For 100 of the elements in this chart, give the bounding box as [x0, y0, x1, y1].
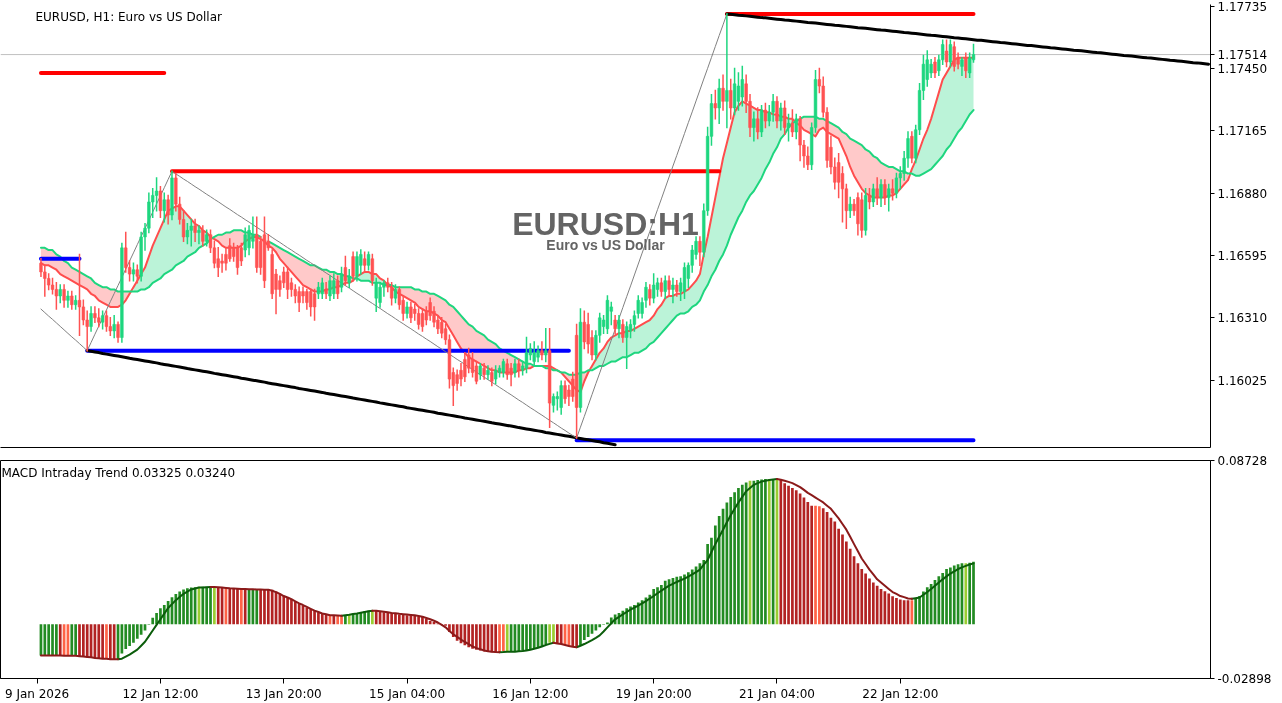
bar — [814, 505, 817, 625]
bar — [571, 624, 575, 646]
x-tick-label: 21 Jan 04:00 — [738, 686, 815, 701]
candlestick — [559, 380, 563, 415]
bar — [139, 624, 143, 635]
bar — [182, 589, 185, 625]
bar — [818, 506, 821, 625]
bar — [887, 593, 891, 625]
bar — [216, 587, 220, 625]
bar — [82, 624, 85, 657]
bar — [767, 479, 771, 625]
y-tick-label: 1.16025 — [1217, 373, 1268, 388]
bar — [898, 599, 902, 625]
x-tick-label: 22 Jan 12:00 — [862, 686, 939, 701]
bar — [663, 580, 667, 625]
bar — [764, 479, 767, 625]
bar — [498, 624, 501, 652]
bar — [85, 624, 89, 658]
bar — [367, 610, 370, 625]
bar — [494, 624, 498, 653]
y-tick-label: 1.17735 — [1217, 0, 1268, 14]
bar — [660, 584, 663, 625]
bar — [201, 586, 205, 625]
bar — [70, 624, 74, 656]
bar — [108, 624, 112, 660]
bar — [236, 588, 239, 625]
x-tick-label: 16 Jan 12:00 — [492, 686, 569, 701]
bar — [467, 624, 471, 648]
bar — [895, 597, 898, 625]
bar — [582, 624, 586, 641]
bar — [374, 610, 378, 625]
bar — [336, 616, 340, 625]
y-tick-label: -0.02898 — [1217, 672, 1272, 686]
bar — [652, 588, 656, 625]
bar — [128, 624, 131, 646]
bar — [575, 624, 578, 647]
bar — [675, 576, 679, 625]
bar — [78, 624, 81, 657]
bar — [228, 588, 232, 625]
y-tick-label: 0.08728 — [1217, 454, 1268, 468]
bar — [186, 588, 189, 625]
bar — [544, 624, 548, 645]
bar — [690, 569, 694, 625]
x-tick-label: 15 Jan 04:00 — [369, 686, 446, 701]
bar — [401, 614, 405, 625]
bar — [787, 485, 790, 625]
bar — [394, 613, 397, 625]
candlestick — [486, 365, 490, 380]
bar — [532, 624, 536, 650]
bar — [240, 588, 243, 625]
candlestick — [532, 341, 536, 367]
bar — [263, 589, 266, 625]
bar — [733, 492, 736, 625]
bar — [151, 617, 155, 625]
bar — [490, 624, 494, 653]
bar — [309, 608, 313, 625]
bar — [555, 624, 559, 644]
bar — [205, 586, 209, 625]
bar — [293, 601, 297, 625]
bar — [174, 593, 178, 625]
bar — [791, 488, 794, 625]
bar — [112, 624, 116, 660]
bar — [941, 572, 945, 625]
bar — [972, 561, 975, 625]
candlestick — [625, 321, 629, 369]
candlestick — [621, 319, 625, 343]
bar — [925, 587, 929, 625]
bar — [868, 578, 871, 625]
bar — [964, 563, 968, 625]
bar — [397, 614, 401, 625]
bar — [232, 588, 235, 625]
bar — [502, 624, 505, 652]
bar — [683, 574, 686, 625]
bar — [740, 484, 744, 625]
bar — [914, 597, 918, 625]
bar — [478, 624, 482, 651]
bar — [806, 501, 810, 625]
bar — [286, 597, 289, 625]
bar — [266, 589, 270, 625]
candlestick — [116, 321, 120, 343]
bar — [213, 586, 216, 625]
bar — [679, 576, 682, 625]
bar — [875, 585, 879, 625]
bar — [756, 479, 760, 625]
bar — [833, 521, 837, 625]
bar — [424, 618, 428, 625]
bar — [282, 596, 286, 625]
bar — [918, 596, 921, 625]
bar — [55, 624, 58, 656]
bar — [586, 624, 590, 637]
bar — [243, 588, 247, 625]
bar — [97, 624, 101, 659]
bar — [548, 624, 551, 643]
candlestick — [463, 352, 467, 382]
bar — [475, 624, 478, 650]
bar — [259, 589, 262, 625]
bar — [471, 624, 474, 649]
bar — [155, 612, 158, 625]
x-tick-label: 19 Jan 20:00 — [615, 686, 692, 701]
bar — [737, 488, 740, 625]
